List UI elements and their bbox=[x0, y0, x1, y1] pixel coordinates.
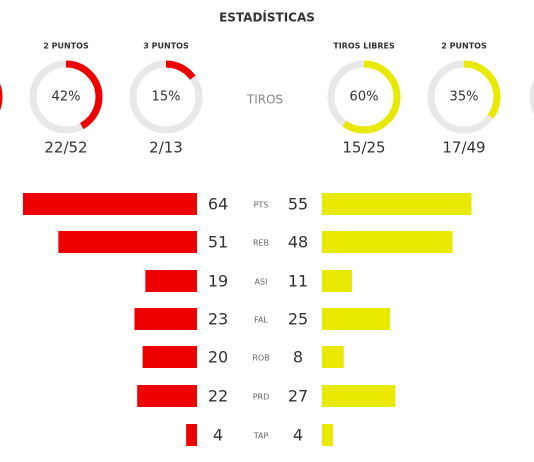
home-bar bbox=[186, 424, 197, 446]
partial-gauge bbox=[529, 79, 534, 115]
away-bar bbox=[322, 346, 344, 368]
home-value: 51 bbox=[208, 233, 228, 252]
gauge-percent: 15% bbox=[152, 90, 181, 105]
away-bar bbox=[322, 424, 333, 446]
gauge-percent: 35% bbox=[450, 90, 479, 105]
away-bar bbox=[322, 308, 390, 330]
stat-label: TAP bbox=[253, 432, 269, 441]
home-value: 64 bbox=[208, 195, 228, 214]
away-bar bbox=[322, 231, 453, 253]
gauge-label: 2 PUNTOS bbox=[441, 42, 487, 51]
stat-label: PRD bbox=[253, 393, 270, 402]
away-value: 25 bbox=[288, 310, 308, 329]
gauge-label: TIROS LIBRES bbox=[333, 42, 395, 51]
away-value: 48 bbox=[288, 233, 308, 252]
gauge-made-attempted: 17/49 bbox=[442, 139, 485, 157]
away-value: 4 bbox=[293, 426, 303, 445]
home-bar bbox=[145, 270, 197, 292]
title: ESTADÍSTICAS bbox=[219, 10, 315, 25]
away-value: 11 bbox=[288, 272, 308, 291]
stat-label: PTS bbox=[254, 201, 269, 210]
away-value: 27 bbox=[288, 387, 308, 406]
away-bar bbox=[322, 193, 472, 215]
away-value: 55 bbox=[288, 195, 308, 214]
away-bar bbox=[322, 270, 352, 292]
gauge-made-attempted: 2/13 bbox=[149, 139, 183, 157]
gauge-arc bbox=[427, 60, 501, 134]
home-bar bbox=[137, 385, 197, 407]
stat-label: REB bbox=[253, 239, 269, 248]
shots-label: TIROS bbox=[246, 93, 283, 107]
gauge-percent: 60% bbox=[350, 90, 379, 105]
stat-label: ROB bbox=[252, 354, 269, 363]
stat-label: FAL bbox=[254, 316, 268, 325]
home-value: 19 bbox=[208, 272, 228, 291]
gauge-percent: 42% bbox=[52, 90, 81, 105]
home-bar bbox=[23, 193, 197, 215]
away-value: 8 bbox=[293, 348, 303, 367]
home-value: 4 bbox=[213, 426, 223, 445]
away-bar bbox=[322, 385, 396, 407]
gauge-label: 2 PUNTOS bbox=[43, 42, 89, 51]
home-value: 20 bbox=[208, 348, 228, 367]
gauge-arc bbox=[129, 60, 203, 134]
gauge-made-attempted: 15/25 bbox=[342, 139, 385, 157]
stat-label: ASI bbox=[255, 278, 268, 287]
home-bar bbox=[134, 308, 197, 330]
gauge-label: 3 PUNTOS bbox=[143, 42, 189, 51]
home-bar bbox=[58, 231, 197, 253]
home-value: 23 bbox=[208, 310, 228, 329]
gauge-arc bbox=[29, 60, 103, 134]
home-value: 22 bbox=[208, 387, 228, 406]
gauge-arc bbox=[327, 60, 401, 134]
home-bar bbox=[142, 346, 197, 368]
gauge-made-attempted: 22/52 bbox=[44, 139, 87, 157]
